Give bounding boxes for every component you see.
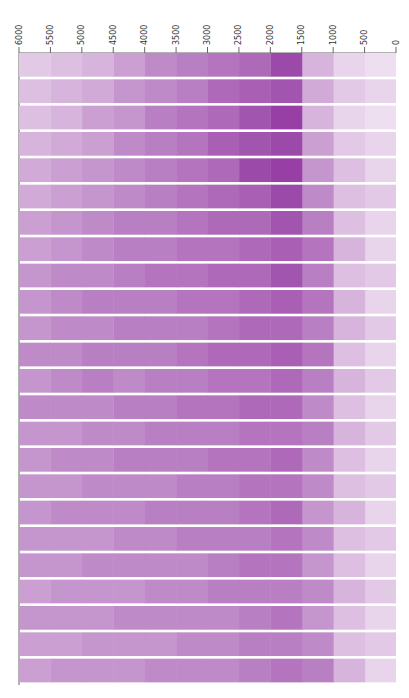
svg-text:1000: 1000 xyxy=(329,25,338,45)
svg-text:2500: 2500 xyxy=(234,25,243,45)
svg-text:6000: 6000 xyxy=(15,25,24,45)
svg-text:3500: 3500 xyxy=(172,25,181,45)
svg-text:4500: 4500 xyxy=(109,25,118,45)
svg-text:3000: 3000 xyxy=(203,25,212,45)
svg-text:5500: 5500 xyxy=(46,25,55,45)
svg-text:2000: 2000 xyxy=(266,25,275,45)
svg-text:5000: 5000 xyxy=(77,25,86,45)
svg-text:4000: 4000 xyxy=(140,25,149,45)
svg-text:0: 0 xyxy=(392,40,401,45)
svg-text:500: 500 xyxy=(360,30,369,45)
svg-text:1500: 1500 xyxy=(297,25,306,45)
